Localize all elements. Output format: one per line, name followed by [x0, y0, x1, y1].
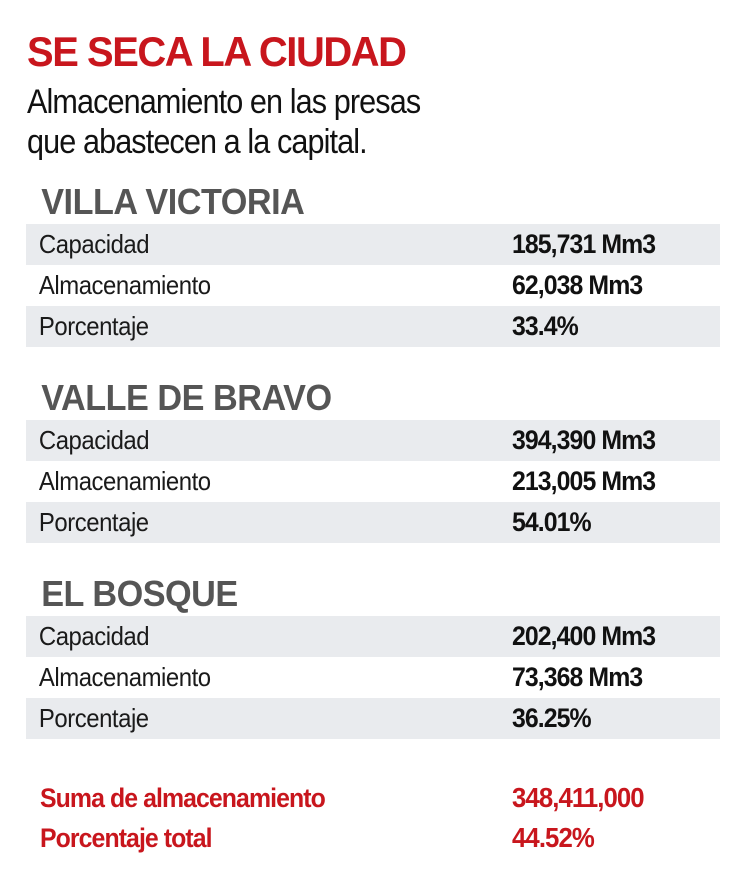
table-row-porcentaje: Porcentaje 33.4% [26, 306, 720, 347]
page-subtitle: Almacenamiento en las presas que abastec… [27, 82, 421, 162]
section-heading: VALLE DE BRAVO [41, 377, 332, 418]
total-value: 44.52% [512, 822, 595, 853]
row-label: Almacenamiento [38, 466, 211, 496]
row-value: 62,038 Mm3 [512, 270, 643, 300]
table-row-capacidad: Capacidad 394,390 Mm3 [26, 420, 720, 461]
row-label: Porcentaje [38, 507, 149, 537]
row-label: Porcentaje [38, 311, 149, 341]
total-value: 348,411,000 [512, 782, 645, 813]
section-valle-de-bravo: VALLE DE BRAVO Capacidad 394,390 Mm3 Alm… [26, 376, 720, 543]
row-value: 73,368 Mm3 [512, 662, 643, 692]
subtitle-line-2: que abastecen a la capital. [27, 123, 368, 161]
section-heading: VILLA VICTORIA [41, 181, 305, 222]
total-row-porcentaje: Porcentaje total 44.52% [40, 818, 720, 858]
row-label: Porcentaje [38, 703, 149, 733]
table-row-capacidad: Capacidad 185,731 Mm3 [26, 224, 720, 265]
section-el-bosque: EL BOSQUE Capacidad 202,400 Mm3 Almacena… [26, 572, 720, 739]
section-heading: EL BOSQUE [41, 573, 238, 614]
total-label: Suma de almacenamiento [40, 782, 326, 813]
table-row-capacidad: Capacidad 202,400 Mm3 [26, 616, 720, 657]
table-row-almacenamiento: Almacenamiento 73,368 Mm3 [26, 657, 720, 698]
table-row-almacenamiento: Almacenamiento 62,038 Mm3 [26, 265, 720, 306]
row-label: Capacidad [38, 425, 150, 455]
row-value: 36.25% [512, 703, 592, 733]
row-label: Almacenamiento [38, 662, 211, 692]
row-value: 185,731 Mm3 [512, 229, 656, 259]
row-value: 213,005 Mm3 [512, 466, 656, 496]
page-title: SE SECA LA CIUDAD [27, 28, 407, 75]
section-villa-victoria: VILLA VICTORIA Capacidad 185,731 Mm3 Alm… [26, 180, 720, 347]
total-label: Porcentaje total [40, 822, 213, 853]
table-row-porcentaje: Porcentaje 36.25% [26, 698, 720, 739]
table-row-porcentaje: Porcentaje 54.01% [26, 502, 720, 543]
subtitle-line-1: Almacenamiento en las presas [27, 83, 421, 121]
row-value: 394,390 Mm3 [512, 425, 656, 455]
total-row-suma: Suma de almacenamiento 348,411,000 [40, 778, 720, 818]
row-value: 33.4% [512, 311, 579, 341]
totals-block: Suma de almacenamiento 348,411,000 Porce… [40, 778, 720, 858]
table-row-almacenamiento: Almacenamiento 213,005 Mm3 [26, 461, 720, 502]
row-value: 54.01% [512, 507, 592, 537]
row-value: 202,400 Mm3 [512, 621, 656, 651]
row-label: Capacidad [38, 229, 150, 259]
row-label: Capacidad [38, 621, 150, 651]
row-label: Almacenamiento [38, 270, 211, 300]
